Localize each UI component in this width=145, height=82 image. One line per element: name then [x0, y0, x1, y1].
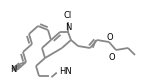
Text: O: O — [107, 32, 113, 41]
Text: O: O — [109, 53, 115, 62]
Text: Cl: Cl — [64, 11, 72, 20]
Text: N: N — [10, 66, 16, 75]
Text: N: N — [65, 22, 71, 31]
Text: HN: HN — [59, 67, 71, 76]
